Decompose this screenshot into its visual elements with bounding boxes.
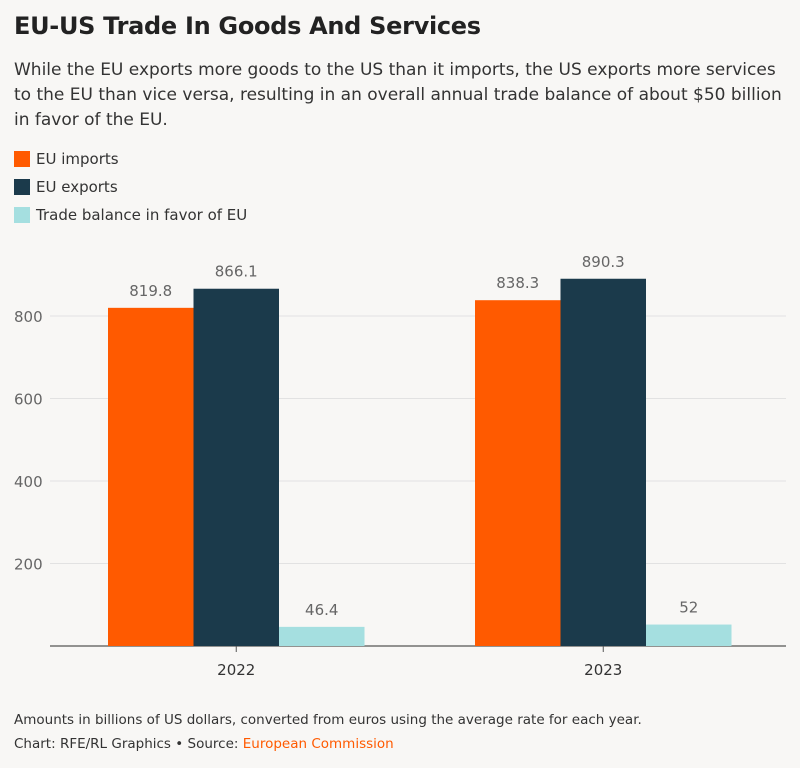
legend-swatch-exports: [14, 179, 30, 195]
footer-credit: Chart: RFE/RL Graphics • Source: Europea…: [14, 732, 642, 756]
legend-swatch-balance: [14, 207, 30, 223]
legend-item-exports: EU exports: [14, 173, 247, 201]
legend-swatch-imports: [14, 151, 30, 167]
chart-subtitle: While the EU exports more goods to the U…: [14, 60, 782, 130]
footer-note: Amounts in billions of US dollars, conve…: [14, 712, 642, 728]
y-tick-label: 800: [14, 308, 43, 326]
bar-imports-2022: [108, 307, 194, 646]
bar-exports-2022: [193, 288, 279, 646]
bar-balance-2022: [279, 626, 365, 646]
y-tick-label: 200: [14, 556, 43, 574]
data-label-imports-2023: 838.3: [496, 274, 539, 292]
x-tick-label: 2022: [217, 661, 255, 679]
bar-imports-2023: [475, 300, 561, 646]
bar-exports-2023: [560, 278, 646, 646]
chart-title: EU-US Trade In Goods And Services: [14, 12, 481, 40]
y-tick-label: 600: [14, 391, 43, 409]
data-label-imports-2022: 819.8: [129, 282, 172, 300]
legend-label-imports: EU imports: [36, 150, 119, 168]
chart-footer: Amounts in billions of US dollars, conve…: [14, 708, 642, 756]
legend-item-imports: EU imports: [14, 145, 247, 173]
legend-label-balance: Trade balance in favor of EU: [36, 206, 248, 224]
x-tick-label: 2023: [584, 661, 622, 679]
legend-label-exports: EU exports: [36, 178, 118, 196]
data-label-exports-2022: 866.1: [215, 263, 258, 281]
data-label-exports-2023: 890.3: [582, 253, 625, 271]
legend: EU imports EU exports Trade balance in f…: [14, 145, 247, 229]
source-link[interactable]: European Commission: [242, 736, 394, 752]
bar-chart: 200 400 600 800 819.8 866.1 46.4 2022 838.3 890.3…: [14, 253, 786, 679]
data-label-balance-2023: 52: [679, 599, 698, 617]
data-label-balance-2022: 46.4: [305, 601, 338, 619]
y-tick-label: 400: [14, 473, 43, 491]
bar-balance-2023: [646, 624, 732, 646]
footer-credit-prefix: Chart: RFE/RL Graphics • Source:: [14, 736, 243, 752]
legend-item-balance: Trade balance in favor of EU: [14, 201, 247, 229]
